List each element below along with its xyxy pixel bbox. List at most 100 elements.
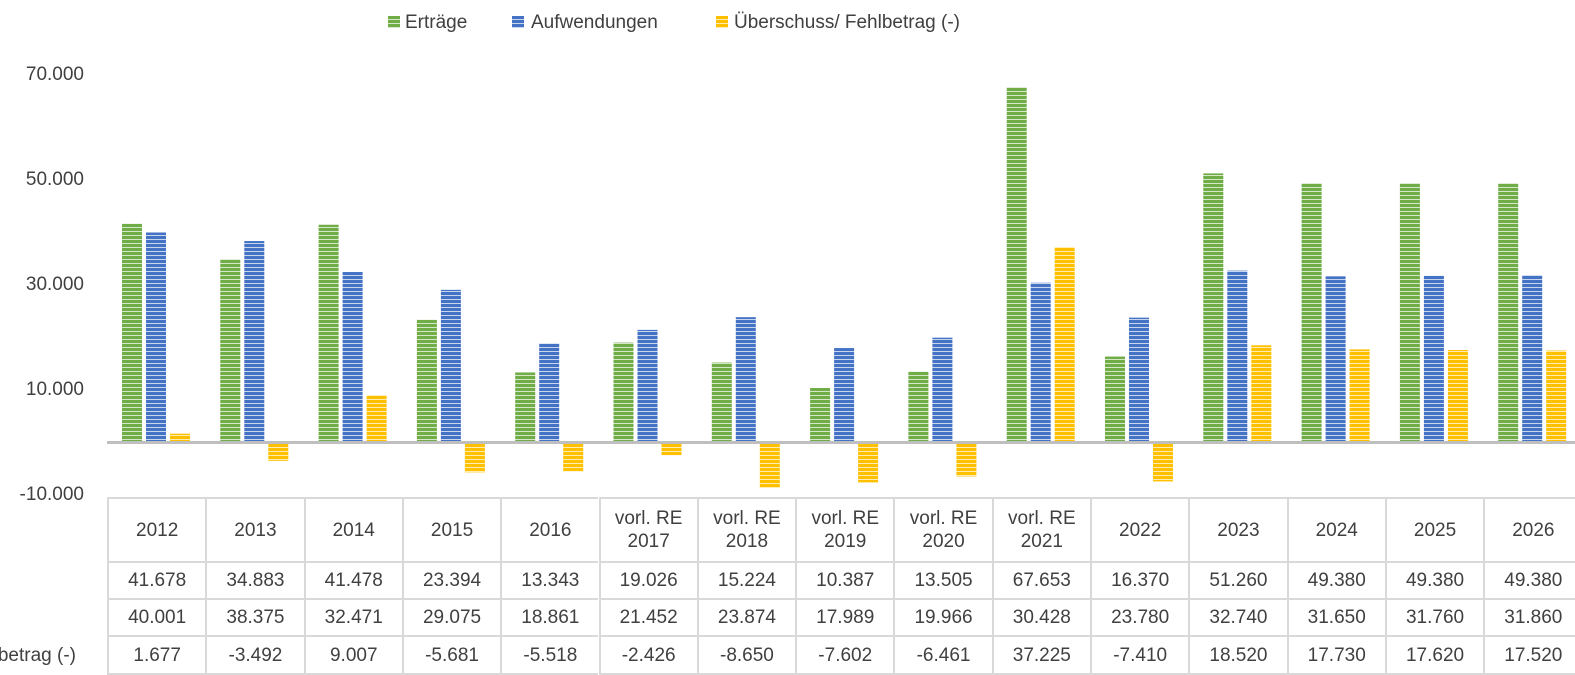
value-cell: -5.518 [500,637,599,675]
value-cell: 23.780 [1090,600,1189,637]
bar [711,362,732,443]
category-cell: 2016 [500,497,599,563]
value-cell: 9.007 [303,637,402,675]
value-cell: -3.492 [205,637,304,675]
value-cell: 15.224 [696,563,796,600]
category-cell: 2015 [401,497,501,563]
bar [515,372,536,443]
value-cell: 67.653 [991,563,1090,600]
value-cell: 37.225 [991,637,1090,675]
category-cell: vorl. RE 2019 [795,497,894,563]
bar [342,272,363,443]
bar [1546,350,1567,443]
value-cell: 23.874 [696,600,796,637]
row-header: Überschuss/ Fehlbetrag (-) [0,645,76,666]
category-cell: 2013 [205,497,304,563]
bar [464,442,485,473]
y-tick-label: -10.000 [20,484,84,505]
bar [932,337,953,443]
value-cell: -7.410 [1090,637,1189,675]
bar [1251,345,1272,443]
category-cell: 2014 [303,497,402,563]
bar [122,223,142,443]
value-cell: 34.883 [205,563,304,600]
bar [1006,87,1027,443]
bar [858,442,879,483]
legend-marker [388,16,400,28]
category-cell: 2026 [1483,497,1575,563]
value-cell: 19.026 [598,563,697,600]
bar [1349,349,1370,443]
value-cell: 31.860 [1483,600,1575,637]
bar [170,433,190,443]
bar [1105,356,1125,443]
category-cell: 2022 [1090,497,1189,563]
category-cell: vorl. RE 2017 [598,497,697,563]
bar [539,343,560,443]
value-cell: 18.520 [1188,637,1287,675]
bar [1423,275,1444,443]
bar [956,442,977,477]
value-cell: 17.989 [795,600,894,637]
bar [1153,442,1173,482]
bar [637,329,658,443]
value-cell: 31.650 [1286,600,1385,637]
legend-label: Erträge [405,12,467,33]
value-cell: 17.520 [1483,637,1575,675]
value-cell: 29.075 [401,600,501,637]
value-cell: 49.380 [1483,563,1575,600]
legend-label: Überschuss/ Fehlbetrag (-) [734,12,960,33]
value-cell: 1.677 [107,637,206,675]
value-cell: 23.394 [401,563,501,600]
bar [1447,349,1468,443]
value-cell: 49.380 [1286,563,1385,600]
value-cell: 18.861 [500,600,599,637]
bar [563,442,584,472]
value-cell: 17.730 [1286,637,1385,675]
bar [1301,183,1322,443]
bar [759,442,780,488]
row-header: Erträge [0,563,105,600]
value-cell: 51.260 [1188,563,1287,600]
bar [613,342,634,443]
value-cell: 21.452 [598,600,697,637]
category-cell: 2023 [1188,497,1287,563]
value-cell: 13.343 [500,563,599,600]
bar [1054,247,1075,443]
bar [318,224,339,443]
bar [146,232,166,443]
value-cell: 30.428 [991,600,1090,637]
row-header: Aufwendungen [0,600,105,637]
y-tick-label: 50.000 [26,169,84,190]
value-cell: -7.602 [795,637,894,675]
bar [1498,183,1519,443]
legend-marker [716,16,728,28]
bar [1399,183,1420,443]
value-cell: -8.650 [696,637,796,675]
value-cell: 31.760 [1384,600,1484,637]
bar [268,442,289,461]
value-cell: 17.620 [1384,637,1484,675]
value-cell: 49.380 [1384,563,1484,600]
value-cell: 10.387 [795,563,894,600]
bar [1203,173,1224,443]
y-tick-label: 30.000 [26,274,84,295]
bar [416,319,437,443]
bar [1030,282,1051,443]
value-cell: 16.370 [1090,563,1189,600]
category-cell: 2024 [1286,497,1385,563]
bar [220,259,241,443]
category-cell: vorl. RE 2020 [893,497,992,563]
value-cell: 38.375 [205,600,304,637]
bar [908,371,929,443]
bar [1522,275,1543,443]
value-cell: 32.471 [303,600,402,637]
category-cell: vorl. RE 2018 [696,497,796,563]
bar [1325,276,1346,443]
value-cell: 19.966 [893,600,992,637]
bar [244,241,265,443]
category-cell: 2025 [1384,497,1484,563]
